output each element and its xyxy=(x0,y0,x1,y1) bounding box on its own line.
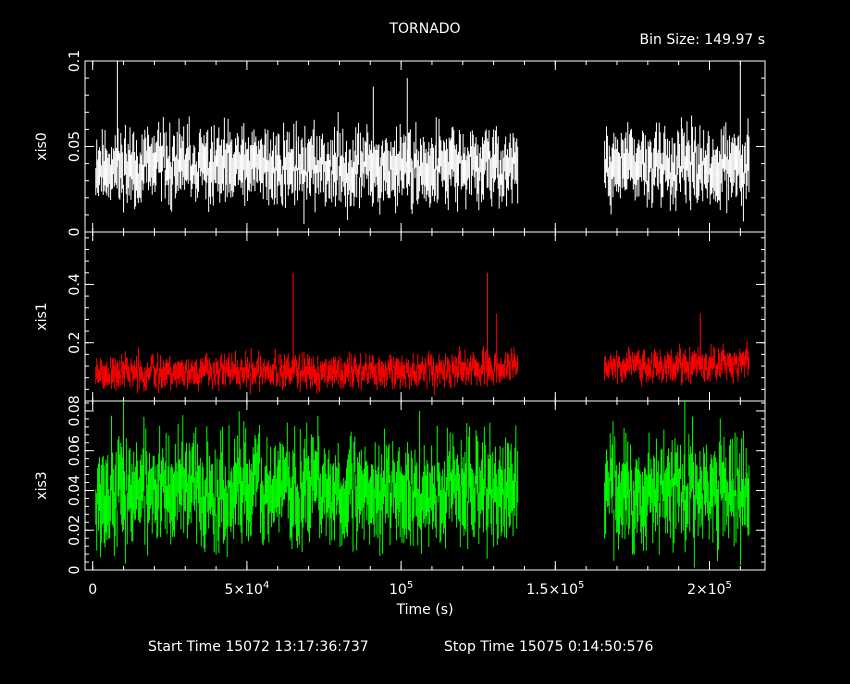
y-tick-label: 0 xyxy=(67,228,83,237)
y-tick-label: 0.04 xyxy=(67,475,83,506)
y-tick-label: 0.1 xyxy=(67,50,83,72)
y-axis-label: xis1 xyxy=(34,302,50,330)
y-tick-label: 0.02 xyxy=(67,515,83,546)
panel-xis0: 0 0.05 0.1 xis0 xyxy=(34,50,766,237)
y-tick-label: 0.05 xyxy=(67,131,83,162)
start-time: Start Time 15072 13:17:36:737 xyxy=(148,639,369,655)
x-tick-label: 5×104 xyxy=(224,580,269,598)
panel-xis3: 0 0.02 0.04 0.06 0.08 xis3 xyxy=(34,395,766,575)
y-axis-label: xis3 xyxy=(34,471,50,499)
x-axis-label: Time (s) xyxy=(396,602,454,618)
x-tick-label: 0 xyxy=(88,582,97,598)
panel-xis1: 0.2 0.4 xis1 xyxy=(34,231,766,402)
stop-time: Stop Time 15075 0:14:50:576 xyxy=(444,639,653,655)
y-tick-label: 0.08 xyxy=(67,395,83,426)
y-tick-label: 0.4 xyxy=(67,273,83,295)
y-tick-label: 0 xyxy=(67,566,83,575)
series-xis1 xyxy=(95,272,750,396)
bin-size-label: Bin Size: 149.97 s xyxy=(640,32,765,48)
panel-frame xyxy=(84,400,766,571)
panels: 0 0.05 0.1 xis0 0.2 0.4 xis1 0 0.02 0.04 0.06 0.08 x… xyxy=(34,50,766,575)
series-xis0 xyxy=(95,61,750,225)
x-axis-ticks: 0 5×104 105 1.5×105 2×105 xyxy=(88,580,732,598)
x-tick-label: 1.5×105 xyxy=(526,580,584,598)
series-xis3 xyxy=(95,401,750,568)
chart-title: TORNADO xyxy=(388,21,460,37)
x-tick-label: 105 xyxy=(389,580,413,598)
y-tick-label: 0.06 xyxy=(67,435,83,466)
y-axis-label: xis0 xyxy=(34,132,50,160)
y-tick-label: 0.2 xyxy=(67,332,83,354)
x-tick-label: 2×105 xyxy=(687,580,732,598)
